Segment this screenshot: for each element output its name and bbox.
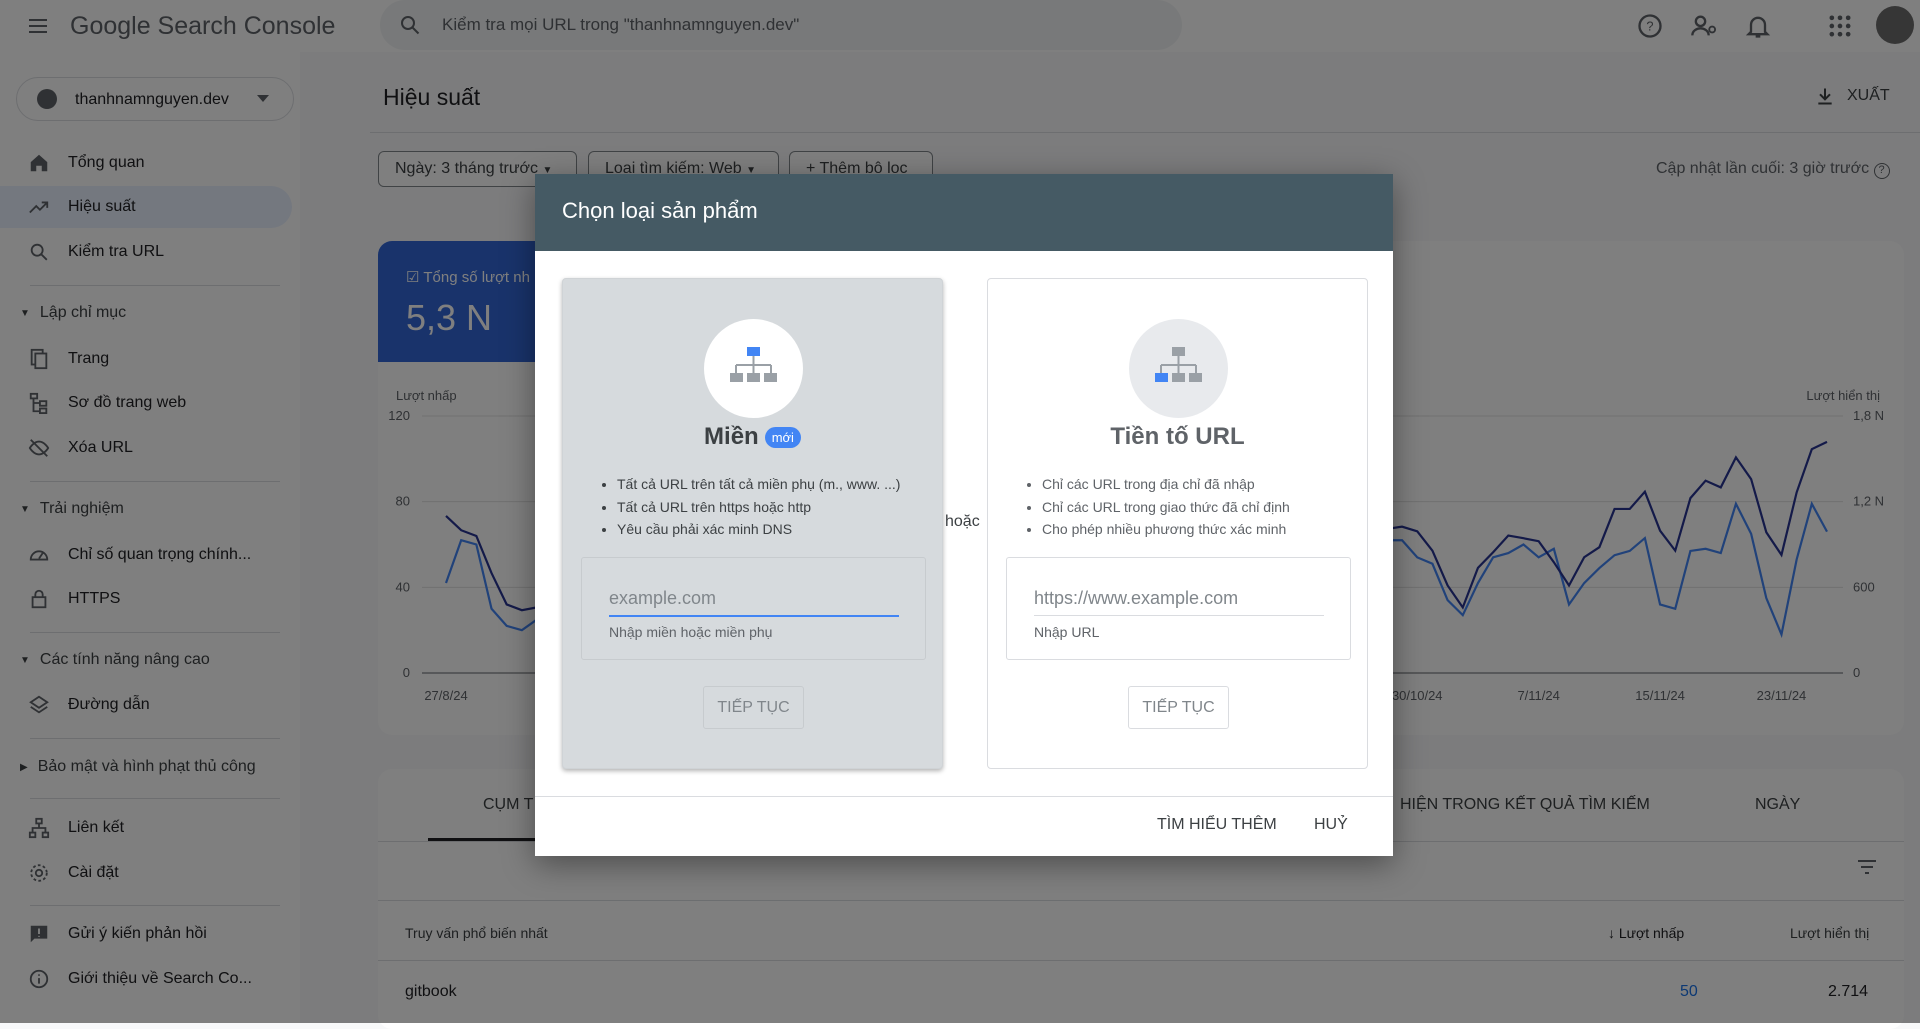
feature-item: Cho phép nhiều phương thức xác minh	[1042, 518, 1290, 541]
divider	[535, 796, 1393, 797]
url-prefix-input[interactable]: https://www.example.com	[1034, 588, 1324, 616]
url-prefix-circle	[1129, 319, 1228, 418]
or-separator: hoặc	[945, 513, 980, 530]
feature-item: Chỉ các URL trong giao thức đã chỉ định	[1042, 496, 1290, 519]
feature-item: Yêu cầu phải xác minh DNS	[617, 518, 900, 541]
sitemap-domain-icon	[730, 347, 777, 382]
feature-item: Tất cả URL trên tất cả miền phụ (m., www…	[617, 473, 900, 496]
url-prefix-helper-text: Nhập URL	[1034, 624, 1100, 640]
domain-helper-text: Nhập miền hoặc miền phụ	[609, 624, 773, 640]
domain-features: Tất cả URL trên tất cả miền phụ (m., www…	[597, 473, 900, 541]
url-prefix-features: Chỉ các URL trong địa chỉ đã nhập Chỉ cá…	[1022, 473, 1290, 541]
learn-more-button[interactable]: TÌM HIỂU THÊM	[1157, 816, 1277, 833]
url-prefix-title: Tiền tố URL	[1110, 423, 1245, 450]
domain-title: Miền mới	[563, 423, 942, 451]
feature-item: Chỉ các URL trong địa chỉ đã nhập	[1042, 473, 1290, 496]
cancel-button[interactable]: HUỶ	[1314, 816, 1348, 833]
feature-item: Tất cả URL trên https hoặc http	[617, 496, 900, 519]
url-prefix-option-card[interactable]: Tiền tố URL Chỉ các URL trong địa chỉ đã…	[987, 278, 1368, 769]
sitemap-prefix-icon	[1155, 347, 1202, 382]
domain-input[interactable]: example.com	[609, 588, 899, 617]
domain-circle	[704, 319, 803, 418]
domain-name: Miền	[704, 423, 759, 450]
domain-continue-button[interactable]: TIẾP TỤC	[703, 686, 804, 729]
domain-input-box: example.com Nhập miền hoặc miền phụ	[581, 557, 926, 660]
url-prefix-input-box: https://www.example.com Nhập URL	[1006, 557, 1351, 660]
new-badge: mới	[764, 427, 801, 449]
url-prefix-continue-button[interactable]: TIẾP TỤC	[1128, 686, 1229, 729]
dialog-title: Chọn loại sản phẩm	[535, 174, 1393, 251]
